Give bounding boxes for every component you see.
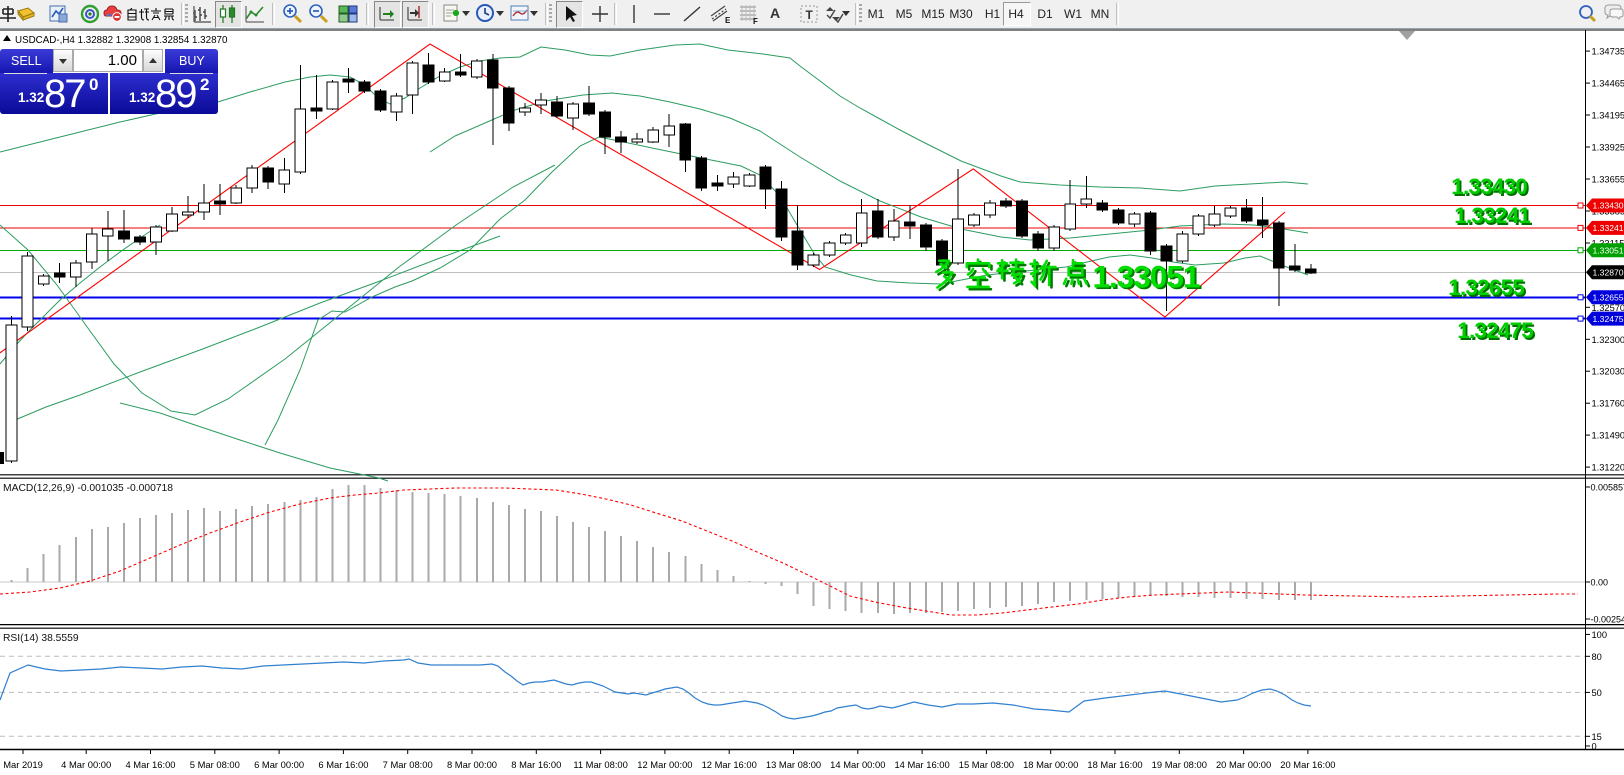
svg-text:1.34735: 1.34735 bbox=[1592, 47, 1624, 57]
svg-text:7 Mar 08:00: 7 Mar 08:00 bbox=[383, 759, 433, 770]
svg-text:1.31220: 1.31220 bbox=[1592, 463, 1624, 473]
svg-text:1.32655: 1.32655 bbox=[1593, 293, 1624, 303]
svg-text:18 Mar 16:00: 18 Mar 16:00 bbox=[1087, 759, 1142, 770]
svg-text:0.005857: 0.005857 bbox=[1591, 483, 1624, 493]
svg-text:1.33241: 1.33241 bbox=[1456, 205, 1532, 230]
svg-text:15: 15 bbox=[1592, 732, 1602, 742]
svg-text:USDCAD-,H4 1.32882 1.32908 1.: USDCAD-,H4 1.32882 1.32908 1.32854 1.328… bbox=[15, 35, 228, 46]
svg-text:1.34465: 1.34465 bbox=[1592, 79, 1624, 89]
svg-text:1.32655: 1.32655 bbox=[1450, 277, 1526, 302]
svg-text:20 Mar 00:00: 20 Mar 00:00 bbox=[1216, 759, 1271, 770]
svg-text:-0.00254: -0.00254 bbox=[1591, 615, 1624, 625]
svg-text:T: T bbox=[806, 8, 814, 22]
svg-text:8 Mar 16:00: 8 Mar 16:00 bbox=[511, 759, 561, 770]
svg-text:100: 100 bbox=[1592, 630, 1608, 640]
svg-text:1.33430: 1.33430 bbox=[1451, 174, 1527, 199]
svg-text:0: 0 bbox=[1592, 742, 1597, 752]
svg-text:13 Mar 08:00: 13 Mar 08:00 bbox=[766, 759, 821, 770]
svg-text:Mar 2019: Mar 2019 bbox=[3, 759, 43, 770]
svg-text:1.31490: 1.31490 bbox=[1592, 431, 1624, 441]
svg-text:12 Mar 16:00: 12 Mar 16:00 bbox=[702, 759, 757, 770]
svg-text:1.33051: 1.33051 bbox=[1093, 259, 1200, 295]
svg-text:5 Mar 08:00: 5 Mar 08:00 bbox=[190, 759, 240, 770]
svg-text:20 Mar 16:00: 20 Mar 16:00 bbox=[1280, 759, 1335, 770]
svg-text:6 Mar 00:00: 6 Mar 00:00 bbox=[254, 759, 304, 770]
svg-text:19 Mar 08:00: 19 Mar 08:00 bbox=[1152, 759, 1207, 770]
svg-text:11 Mar 08:00: 11 Mar 08:00 bbox=[573, 759, 628, 770]
svg-text:12 Mar 00:00: 12 Mar 00:00 bbox=[637, 759, 692, 770]
svg-text:1.32655: 1.32655 bbox=[1448, 275, 1524, 300]
svg-text:1.32300: 1.32300 bbox=[1592, 335, 1624, 345]
svg-text:1.33051: 1.33051 bbox=[1095, 260, 1202, 296]
svg-text:1.32475: 1.32475 bbox=[1457, 318, 1533, 343]
svg-text:6 Mar 16:00: 6 Mar 16:00 bbox=[318, 759, 368, 770]
svg-text:1.33430: 1.33430 bbox=[1593, 201, 1624, 211]
svg-text:8 Mar 00:00: 8 Mar 00:00 bbox=[447, 759, 497, 770]
svg-text:1.33241: 1.33241 bbox=[1454, 203, 1530, 228]
svg-text:14 Mar 16:00: 14 Mar 16:00 bbox=[894, 759, 949, 770]
svg-text:50: 50 bbox=[1592, 688, 1602, 698]
svg-text:80: 80 bbox=[1592, 652, 1602, 662]
svg-text:0.00: 0.00 bbox=[1591, 578, 1609, 588]
svg-text:1.32870: 1.32870 bbox=[1593, 268, 1624, 278]
svg-text:1.33925: 1.33925 bbox=[1592, 143, 1624, 153]
svg-text:14 Mar 00:00: 14 Mar 00:00 bbox=[830, 759, 885, 770]
svg-text:RSI(14) 38.5559: RSI(14) 38.5559 bbox=[3, 633, 79, 644]
svg-text:4 Mar 00:00: 4 Mar 00:00 bbox=[61, 759, 111, 770]
svg-text:4 Mar 16:00: 4 Mar 16:00 bbox=[125, 759, 175, 770]
svg-text:1.34195: 1.34195 bbox=[1592, 111, 1624, 121]
svg-text:1.33655: 1.33655 bbox=[1592, 175, 1624, 185]
svg-text:18 Mar 00:00: 18 Mar 00:00 bbox=[1023, 759, 1078, 770]
svg-text:1.33051: 1.33051 bbox=[1593, 246, 1624, 256]
svg-text:F: F bbox=[753, 17, 758, 26]
svg-text:15 Mar 08:00: 15 Mar 08:00 bbox=[959, 759, 1014, 770]
svg-text:1.32475: 1.32475 bbox=[1593, 314, 1624, 324]
svg-text:MACD(12,26,9) -0.001035 -0.000: MACD(12,26,9) -0.001035 -0.000718 bbox=[3, 483, 173, 494]
svg-text:1.32475: 1.32475 bbox=[1459, 320, 1535, 345]
svg-text:1.33430: 1.33430 bbox=[1453, 176, 1529, 201]
svg-text:1.33241: 1.33241 bbox=[1593, 223, 1624, 233]
svg-text:1.32030: 1.32030 bbox=[1592, 367, 1624, 377]
svg-text:E: E bbox=[725, 16, 731, 25]
svg-text:1.32570: 1.32570 bbox=[1592, 303, 1624, 313]
svg-text:1.31760: 1.31760 bbox=[1592, 399, 1624, 409]
